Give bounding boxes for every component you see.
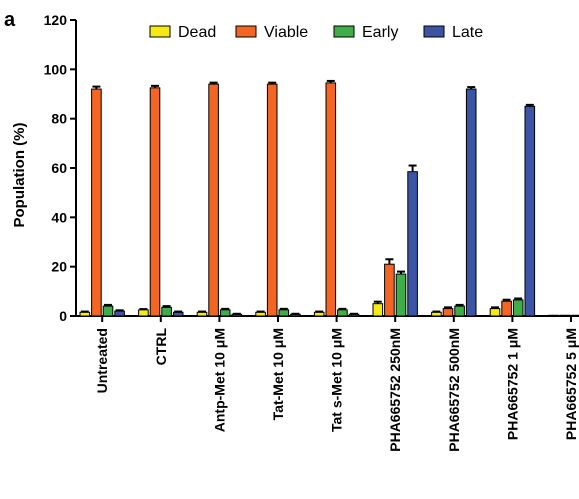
- legend-swatch-dead: [149, 25, 171, 38]
- bar-group: [313, 79, 360, 317]
- y-tick-label: 40: [51, 209, 67, 225]
- bar-group: [196, 81, 243, 317]
- bar-viable: [384, 263, 395, 317]
- bar-dead: [255, 311, 266, 317]
- bar-early: [395, 273, 407, 317]
- bar-dead: [313, 311, 325, 317]
- category-label: CTRL: [153, 328, 169, 366]
- bars: [79, 79, 579, 317]
- legend-swatch-late: [423, 25, 445, 38]
- y-tick-label: 20: [51, 259, 67, 275]
- bar-group: [548, 314, 579, 317]
- bar-viable: [266, 83, 278, 317]
- category-label: PHA665752 250nM: [387, 328, 403, 452]
- bar-viable: [149, 87, 161, 317]
- bar-dead: [196, 311, 208, 317]
- y-tick-label: 60: [51, 160, 67, 176]
- bar-group: [255, 81, 301, 317]
- legend-label: Late: [452, 24, 483, 41]
- legend-label: Early: [362, 24, 398, 41]
- bar-early: [454, 305, 465, 317]
- bar-dead: [489, 308, 501, 317]
- legend-label: Dead: [178, 24, 216, 41]
- legend-swatch-early: [333, 25, 355, 38]
- category-label: Tat-Met 10 μM: [270, 328, 286, 420]
- y-tick-label: 120: [44, 12, 68, 28]
- legend-label: Viable: [264, 24, 308, 41]
- bar-group: [138, 84, 184, 317]
- bar-group: [79, 85, 125, 317]
- bar-dead: [431, 311, 442, 317]
- bar-viable: [325, 82, 337, 317]
- bar-late: [465, 88, 477, 317]
- bar-group: [431, 86, 477, 317]
- bar-late: [172, 311, 184, 317]
- bar-early: [161, 306, 172, 317]
- panel-label: a: [4, 9, 16, 31]
- y-tick-label: 0: [59, 308, 67, 324]
- bar-early: [102, 305, 114, 317]
- y-tick-label: 100: [44, 61, 68, 77]
- axes: 0 20 40 60 80 100 120: [44, 12, 579, 324]
- bar-early: [512, 299, 524, 317]
- legend-item: Early: [333, 24, 398, 41]
- bar-early: [278, 309, 290, 317]
- category-label: PHA665752 500nM: [446, 328, 462, 452]
- bar-viable: [442, 308, 454, 317]
- category-label: Tat s-Met 10 μM: [329, 328, 345, 432]
- legend-swatch-viable: [235, 25, 257, 38]
- category-label: PHA665752 1 μM: [504, 328, 520, 440]
- bar-group: [489, 103, 536, 317]
- bar-viable: [501, 300, 512, 317]
- legend-item: Viable: [235, 24, 308, 41]
- category-label: Antp-Met 10 μM: [211, 328, 227, 432]
- bar-early: [219, 309, 231, 317]
- bar-late: [524, 105, 536, 317]
- legend: Dead Viable Early Late: [149, 24, 483, 41]
- category-label: Untreated: [94, 328, 110, 393]
- bar-viable: [559, 314, 571, 317]
- bar-viable: [208, 83, 219, 317]
- bar-dead: [79, 311, 91, 317]
- category-labels: Untreated CTRL Antp-Met 10 μM Tat-Met 10 μM…: [94, 328, 579, 452]
- bar-early: [571, 314, 579, 317]
- legend-item: Dead: [149, 24, 216, 41]
- bar-dead: [548, 314, 559, 317]
- legend-item: Late: [423, 24, 483, 41]
- y-axis-label: Population (%): [11, 123, 28, 228]
- y-tick-label: 80: [51, 111, 67, 127]
- category-label: PHA665752 5 μM: [563, 328, 579, 440]
- bar-dead: [372, 303, 384, 317]
- bar-late: [114, 310, 125, 317]
- bar-viable: [91, 88, 102, 317]
- bar-late: [407, 171, 418, 317]
- bar-early: [337, 309, 348, 317]
- bar-group: [372, 164, 418, 317]
- bar-dead: [138, 309, 149, 317]
